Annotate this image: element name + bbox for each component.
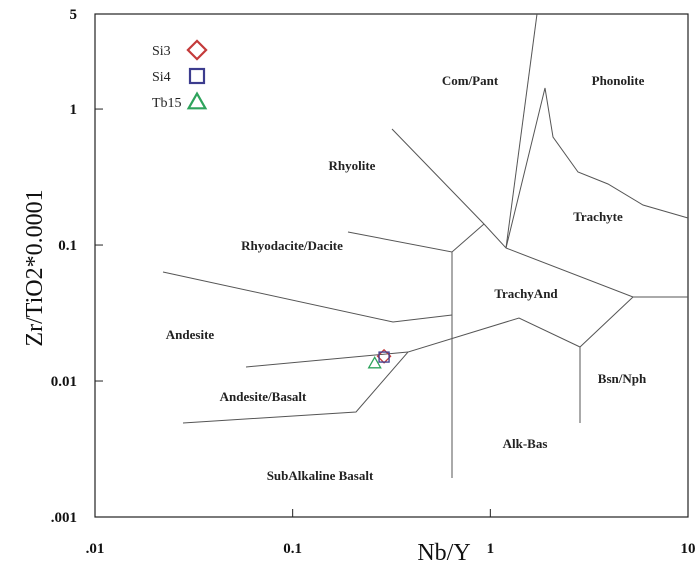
- y-axis-label: Zr/TiO2*0.0001: [22, 189, 48, 346]
- field-label: Andesite/Basalt: [220, 389, 307, 404]
- field-label: Phonolite: [592, 73, 645, 88]
- field-label: Andesite: [166, 327, 215, 342]
- x-axis-label: Nb/Y: [417, 540, 470, 566]
- x-tick-label: .01: [86, 541, 105, 557]
- legend-label: Si3: [152, 44, 171, 59]
- legend-label: Tb15: [152, 96, 182, 111]
- field-label: Bsn/Nph: [598, 371, 647, 386]
- y-tick-label: 5: [70, 7, 78, 23]
- field-label: SubAlkaline Basalt: [267, 468, 374, 483]
- plot-frame: [94, 13, 689, 518]
- boundary: [347, 223, 485, 253]
- x-tick-label: 10: [681, 541, 696, 557]
- field-label: Rhyodacite/Dacite: [241, 238, 343, 253]
- legend-marker: [188, 67, 206, 85]
- data-point: [378, 351, 390, 363]
- x-tick-label: 0.1: [283, 541, 302, 557]
- data-point: [376, 348, 392, 364]
- y-tick-label: 0.1: [58, 238, 77, 254]
- field-label: Alk-Bas: [503, 436, 548, 451]
- boundary: [391, 128, 688, 298]
- legend-marker: [186, 91, 208, 110]
- field-label: Rhyolite: [329, 158, 376, 173]
- y-tick-label: .001: [51, 510, 77, 526]
- boundary: [245, 351, 409, 368]
- boundary: [505, 87, 689, 249]
- y-tick-label: 1: [70, 102, 78, 118]
- y-tick-label: 0.01: [51, 374, 77, 390]
- legend-marker: [186, 39, 208, 61]
- field-boundaries: [162, 13, 689, 478]
- field-label: TrachyAnd: [494, 286, 558, 301]
- boundary: [505, 13, 538, 249]
- field-label: Trachyte: [573, 209, 623, 224]
- boundary: [162, 271, 453, 323]
- field-label: Com/Pant: [442, 73, 499, 88]
- legend-label: Si4: [152, 70, 171, 85]
- x-tick-label: 1: [487, 541, 495, 557]
- data-point: [367, 355, 382, 369]
- boundary: [182, 296, 634, 424]
